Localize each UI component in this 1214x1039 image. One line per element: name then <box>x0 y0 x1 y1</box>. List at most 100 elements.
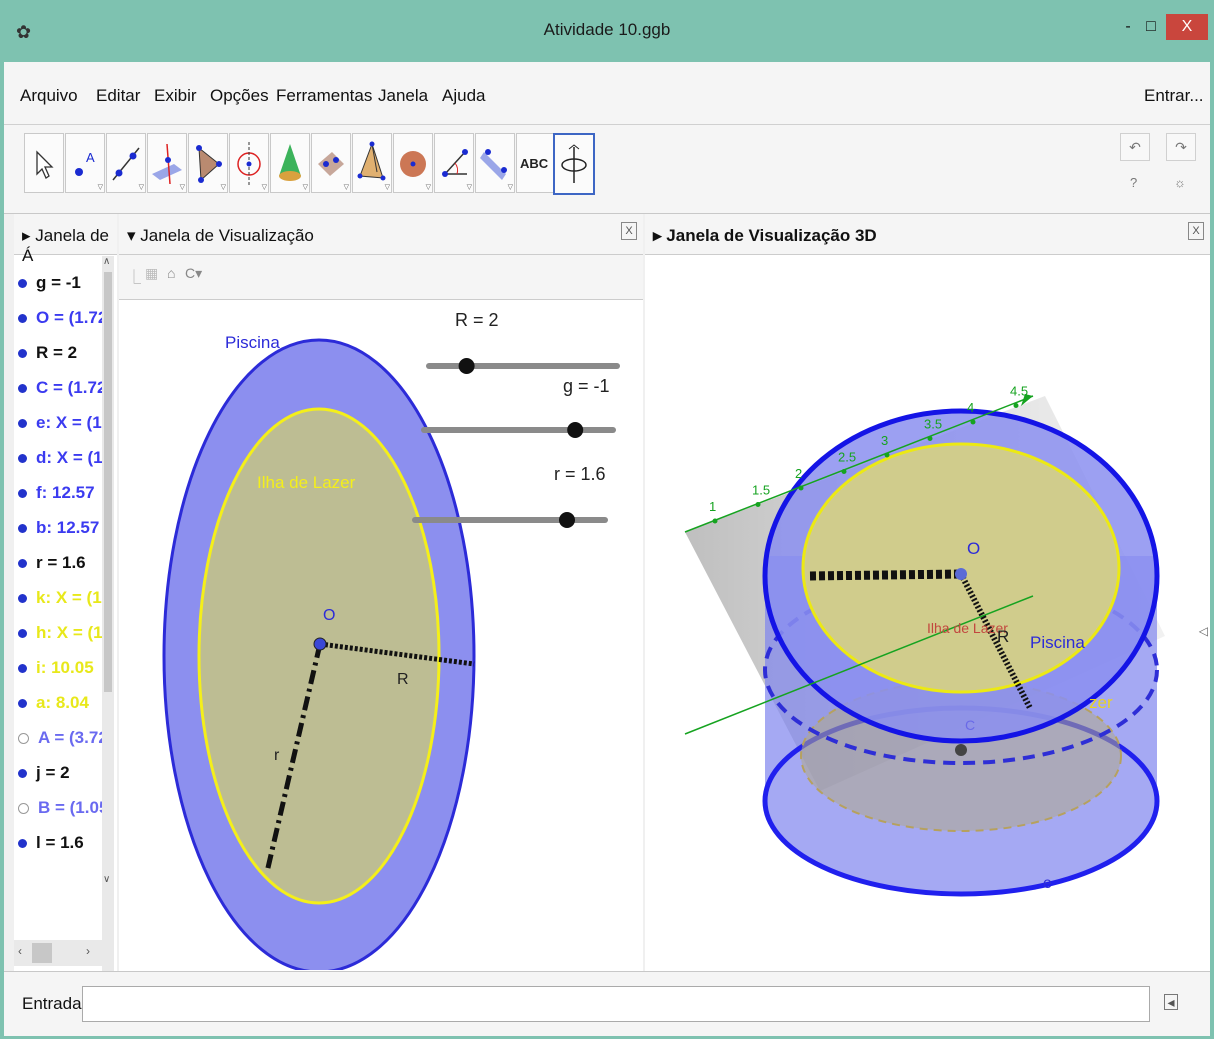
menu-exibir[interactable]: Exibir <box>154 86 197 105</box>
menu-ajuda[interactable]: Ajuda <box>442 86 486 105</box>
algebra-item[interactable]: R = 2 <box>18 343 77 363</box>
expand-3d-triangle-icon[interactable]: ▸ <box>653 226 662 245</box>
minimize-button[interactable]: - <box>1125 18 1131 35</box>
axis-tick-label: 3 <box>881 433 888 448</box>
visibility-toggle[interactable] <box>18 489 27 499</box>
visibility-toggle[interactable] <box>18 419 27 429</box>
tool-reflect[interactable]: ▽ <box>311 133 351 193</box>
radius-R-segment[interactable] <box>319 641 475 667</box>
radius-r-segment[interactable] <box>264 643 323 873</box>
grid-toggle-icon[interactable]: ▦ <box>145 265 159 281</box>
slider-knob[interactable] <box>458 358 475 374</box>
menu-opcoes[interactable]: Opções <box>210 86 269 105</box>
tool-line[interactable]: ▽ <box>106 133 146 193</box>
algebra-item[interactable]: r = 1.6 <box>18 553 86 573</box>
tool-cone[interactable]: ▽ <box>270 133 310 193</box>
settings-icon[interactable]: ☼ <box>1174 175 1186 190</box>
algebra-item[interactable]: O = (1.72 <box>18 308 107 328</box>
tool-polygon[interactable]: ▽ <box>188 133 228 193</box>
tool-sphere[interactable]: ▽ <box>393 133 433 193</box>
tool-perpendicular[interactable]: ▽ <box>147 133 187 193</box>
close-button[interactable]: X <box>1166 14 1208 40</box>
scroll-left-icon[interactable]: ‹ <box>18 944 22 958</box>
algebra-item[interactable]: k: X = (1. <box>18 588 106 608</box>
collapse-triangle-icon[interactable]: ▾ <box>127 226 136 245</box>
algebra-item[interactable]: g = -1 <box>18 273 81 293</box>
algebra-item[interactable]: l = 1.6 <box>18 833 84 853</box>
tool-move[interactable] <box>24 133 64 193</box>
slider-knob[interactable] <box>559 512 575 528</box>
scroll-down-icon[interactable]: ∨ <box>103 874 111 885</box>
algebra-item[interactable]: j = 2 <box>18 763 70 783</box>
algebra-horizontal-scrollbar[interactable]: ‹ › <box>14 940 102 966</box>
center-point-O-3d[interactable] <box>955 568 967 580</box>
point-capture-icon[interactable]: C▾ <box>185 265 203 281</box>
menu-editar[interactable]: Editar <box>96 86 141 105</box>
visibility-toggle[interactable] <box>18 454 27 464</box>
tool-rotate-view[interactable] <box>553 133 595 195</box>
axes-toggle-icon[interactable]: ⎿ <box>127 269 141 285</box>
visibility-toggle[interactable] <box>18 664 27 674</box>
scrollbar-thumb[interactable] <box>104 272 112 692</box>
tool-circle[interactable]: ▽ <box>229 133 269 193</box>
sidebar-toggle-icon[interactable]: ◁ <box>1198 624 1208 638</box>
algebra-item[interactable]: b: 12.57 <box>18 518 99 538</box>
sign-in-link[interactable]: Entrar... <box>1144 86 1204 105</box>
menu-ferramentas[interactable]: Ferramentas <box>276 86 373 105</box>
visibility-toggle[interactable] <box>18 594 27 604</box>
visibility-toggle[interactable] <box>18 349 27 359</box>
input-help-icon[interactable]: ◂ <box>1164 994 1178 1010</box>
graphics-3d-canvas[interactable]: 1 1.5 2 2.5 3 3.5 4 4.5 O Ilha de Lazer R Pisci… <box>645 256 1210 971</box>
algebra-item[interactable]: B = (1.05 <box>18 798 108 818</box>
home-icon[interactable]: ⌂ <box>167 265 176 281</box>
visibility-toggle[interactable] <box>18 279 27 289</box>
h-scrollbar-thumb[interactable] <box>32 943 52 963</box>
input-field[interactable] <box>82 986 1150 1022</box>
redo-button[interactable]: ↷ <box>1166 133 1196 161</box>
tool-text[interactable]: ABC <box>516 133 556 193</box>
visibility-toggle[interactable] <box>18 699 27 709</box>
close-3d-view-button[interactable]: X <box>1188 222 1204 240</box>
algebra-item[interactable]: C = (1.72 <box>18 378 106 398</box>
expand-triangle-icon[interactable]: ▸ <box>22 226 31 245</box>
tool-pyramid[interactable]: ▽ <box>352 133 392 193</box>
algebra-item[interactable]: f: 12.57 <box>18 483 95 503</box>
close-graphics-view-button[interactable]: X <box>621 222 637 240</box>
algebra-item[interactable]: i: 10.05 <box>18 658 94 678</box>
tool-reflect-plane[interactable]: ▽ <box>475 133 515 193</box>
scroll-up-icon[interactable]: ∧ <box>103 256 111 267</box>
menu-janela[interactable]: Janela <box>378 86 429 105</box>
algebra-item[interactable]: d: X = (1 <box>18 448 103 468</box>
radius-R-3d[interactable] <box>958 572 1033 710</box>
center-point-O[interactable] <box>313 637 327 651</box>
visibility-toggle[interactable] <box>18 733 29 745</box>
scroll-right-icon[interactable]: › <box>86 944 90 958</box>
angle-icon <box>442 149 468 177</box>
tool-point[interactable]: A ▽ <box>65 133 105 193</box>
visibility-toggle[interactable] <box>18 524 27 534</box>
algebra-item-text: l = 1.6 <box>36 833 84 852</box>
algebra-item[interactable]: A = (3.72 <box>18 728 108 748</box>
visibility-toggle[interactable] <box>18 769 27 779</box>
algebra-vertical-scrollbar[interactable]: ∧ ∨ <box>102 256 114 978</box>
visibility-toggle[interactable] <box>18 629 27 639</box>
algebra-item[interactable]: a: 8.04 <box>18 693 89 713</box>
visibility-toggle[interactable] <box>18 559 27 569</box>
axis-tick <box>884 452 890 458</box>
visibility-toggle[interactable] <box>18 384 27 394</box>
algebra-item[interactable]: h: X = (1 <box>18 623 103 643</box>
algebra-item-text: A = (3.72 <box>38 728 108 747</box>
maximize-button[interactable]: □ <box>1146 18 1156 35</box>
radius-r-3d[interactable] <box>809 569 961 581</box>
point-C[interactable] <box>955 744 967 756</box>
menu-arquivo[interactable]: Arquivo <box>20 86 78 105</box>
visibility-toggle[interactable] <box>18 314 27 324</box>
help-icon[interactable]: ? <box>1130 175 1138 190</box>
visibility-toggle[interactable] <box>18 839 27 849</box>
graphics-canvas[interactable]: Piscina Ilha de Lazer O R r R = 2 g = -1 r… <box>119 300 643 970</box>
visibility-toggle[interactable] <box>18 803 29 815</box>
tool-angle[interactable]: ▽ <box>434 133 474 193</box>
slider-knob[interactable] <box>567 422 584 438</box>
algebra-item[interactable]: e: X = (1. <box>18 413 106 433</box>
undo-button[interactable]: ↶ <box>1120 133 1150 161</box>
